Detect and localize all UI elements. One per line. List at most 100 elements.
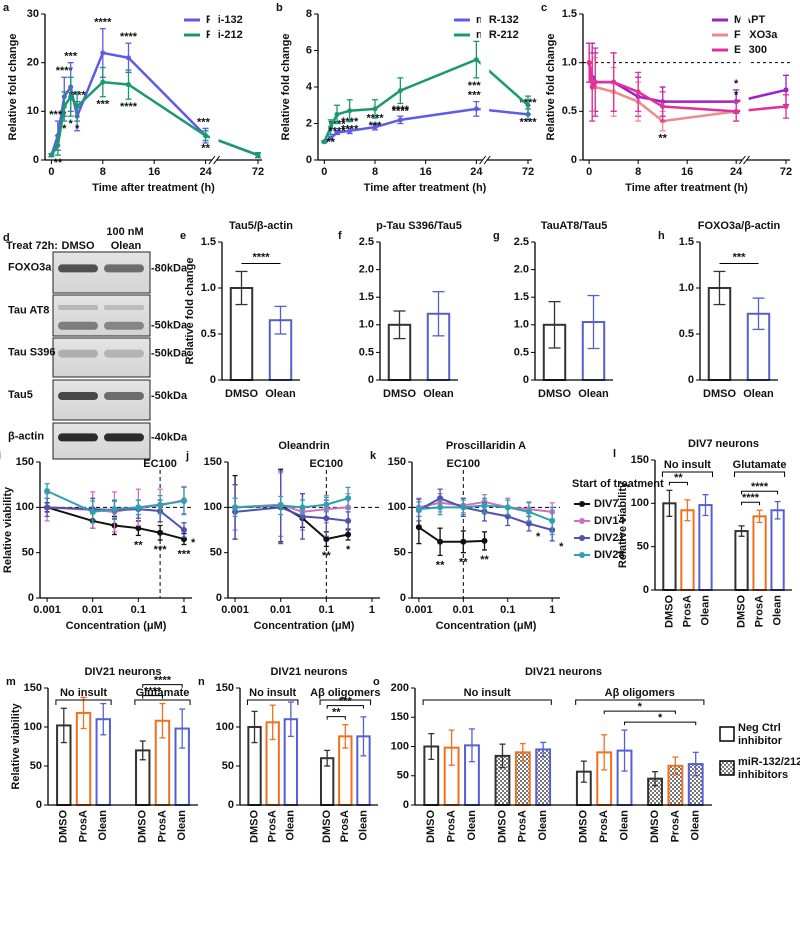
significance: ** [674,472,683,484]
blot-row-label: FOXO3a [8,261,52,273]
data-point [89,508,96,515]
significance: **** [120,101,138,113]
data-point [460,504,467,511]
data-point [48,152,54,158]
data-point [111,506,118,513]
y-tick-label: 100 [24,721,42,733]
y-tick-label: 1.0 [679,282,694,294]
section-bracket [55,699,112,705]
panel-letter: i [0,450,1,462]
data-point [255,152,261,158]
x-tick-label: DMSO [137,810,149,843]
x-tick-label: DMSO [383,388,416,400]
panel-letter: c [541,2,547,14]
x-tick-label: 0.001 [405,604,433,616]
blot-marker: -50kDa [151,320,188,332]
panel-title: p-Tau S396/Tau5 [376,220,462,232]
y-tick-label: 150 [216,682,234,694]
y-tick-label: 0.5 [359,346,374,358]
panel-title: Tau5/β-actin [229,220,293,232]
significance: **** [742,492,760,504]
significance: **** [252,251,270,263]
data-point [783,87,789,93]
x-tick-label: 0.01 [82,604,103,616]
y-tick-label: 6 [306,44,312,56]
blot-row-label: Tau S396 [8,347,56,359]
significance: ** [322,550,331,562]
significance: * [69,118,74,130]
data-point [525,508,532,515]
x-tick-label: Olean [423,388,454,400]
x-axis-label: Concentration (μM) [66,620,167,632]
significance: * [658,712,663,724]
data-point [323,515,330,522]
blot-marker: -40kDa [151,431,188,443]
bar [734,530,749,591]
data-point [397,117,403,123]
x-tick-label: Olean [176,810,188,841]
data-point [157,501,164,508]
x-tick-label: Olean [97,810,109,841]
y-tick-label: 50 [222,760,234,772]
y-tick-label: 0 [33,154,39,166]
y-tick-label: 100 [631,497,649,509]
ec100-label: EC100 [446,458,480,470]
blot-band [58,433,98,442]
x-tick-label: DMSO [649,810,661,843]
significance: *** [96,99,110,111]
y-tick-label: 1.5 [562,8,577,20]
data-point [321,139,327,145]
panel-letter: a [3,2,10,14]
section-bracket [422,699,552,705]
y-tick-label: 0 [688,374,694,386]
x-tick-label: 0 [321,166,327,178]
significance: * [734,78,739,90]
legend-label: Neg Ctrl inhibitor [738,722,784,747]
y-tick-label: 1.5 [514,291,529,303]
data-point [55,142,61,148]
y-tick-label: 100 [391,740,409,752]
y-tick-label: 0 [210,374,216,386]
panel-letter: g [493,230,500,242]
data-point [345,517,352,524]
y-tick-label: 100 [204,501,222,513]
x-tick-label: Olean [466,810,478,841]
data-point [473,106,479,112]
section-bracket [246,699,299,705]
y-tick-label: 150 [391,711,409,723]
x-tick-label: Olean [618,810,630,841]
fit-curve [418,526,485,543]
x-tick-label: 0.1 [319,604,334,616]
significance: *** [369,120,383,132]
blot-band [104,433,144,442]
blot-band [104,392,144,400]
x-tick-label: 72 [252,166,264,178]
panel-letter: f [338,230,342,242]
data-point [135,525,142,532]
data-point [323,501,330,508]
x-axis-label: Concentration (μM) [436,620,537,632]
y-tick-label: 1.5 [679,236,694,248]
panel-letter: k [370,450,377,462]
section-label: No insult [249,687,296,699]
blot-treatment: Treat 72h: [6,240,58,252]
data-point [525,102,531,108]
data-point [347,128,353,134]
x-tick-label: 8 [635,166,641,178]
y-tick-label: 0 [306,154,312,166]
data-point [397,88,403,94]
y-tick-label: 0 [228,799,234,811]
data-point [100,79,106,85]
significance: **** [328,125,346,137]
x-tick-label: DMSO [735,595,747,628]
axis-break [738,155,746,165]
data-point [334,111,340,117]
y-tick-label: 10 [27,105,39,117]
y-axis-label: Relative fold change [280,34,292,141]
x-tick-label: Olean [357,810,369,841]
significance: * [346,544,351,556]
significance: * [734,90,739,102]
y-tick-label: 0 [28,592,34,604]
panel-title: TauAT8/Tau5 [541,220,608,232]
significance: ** [134,539,143,551]
